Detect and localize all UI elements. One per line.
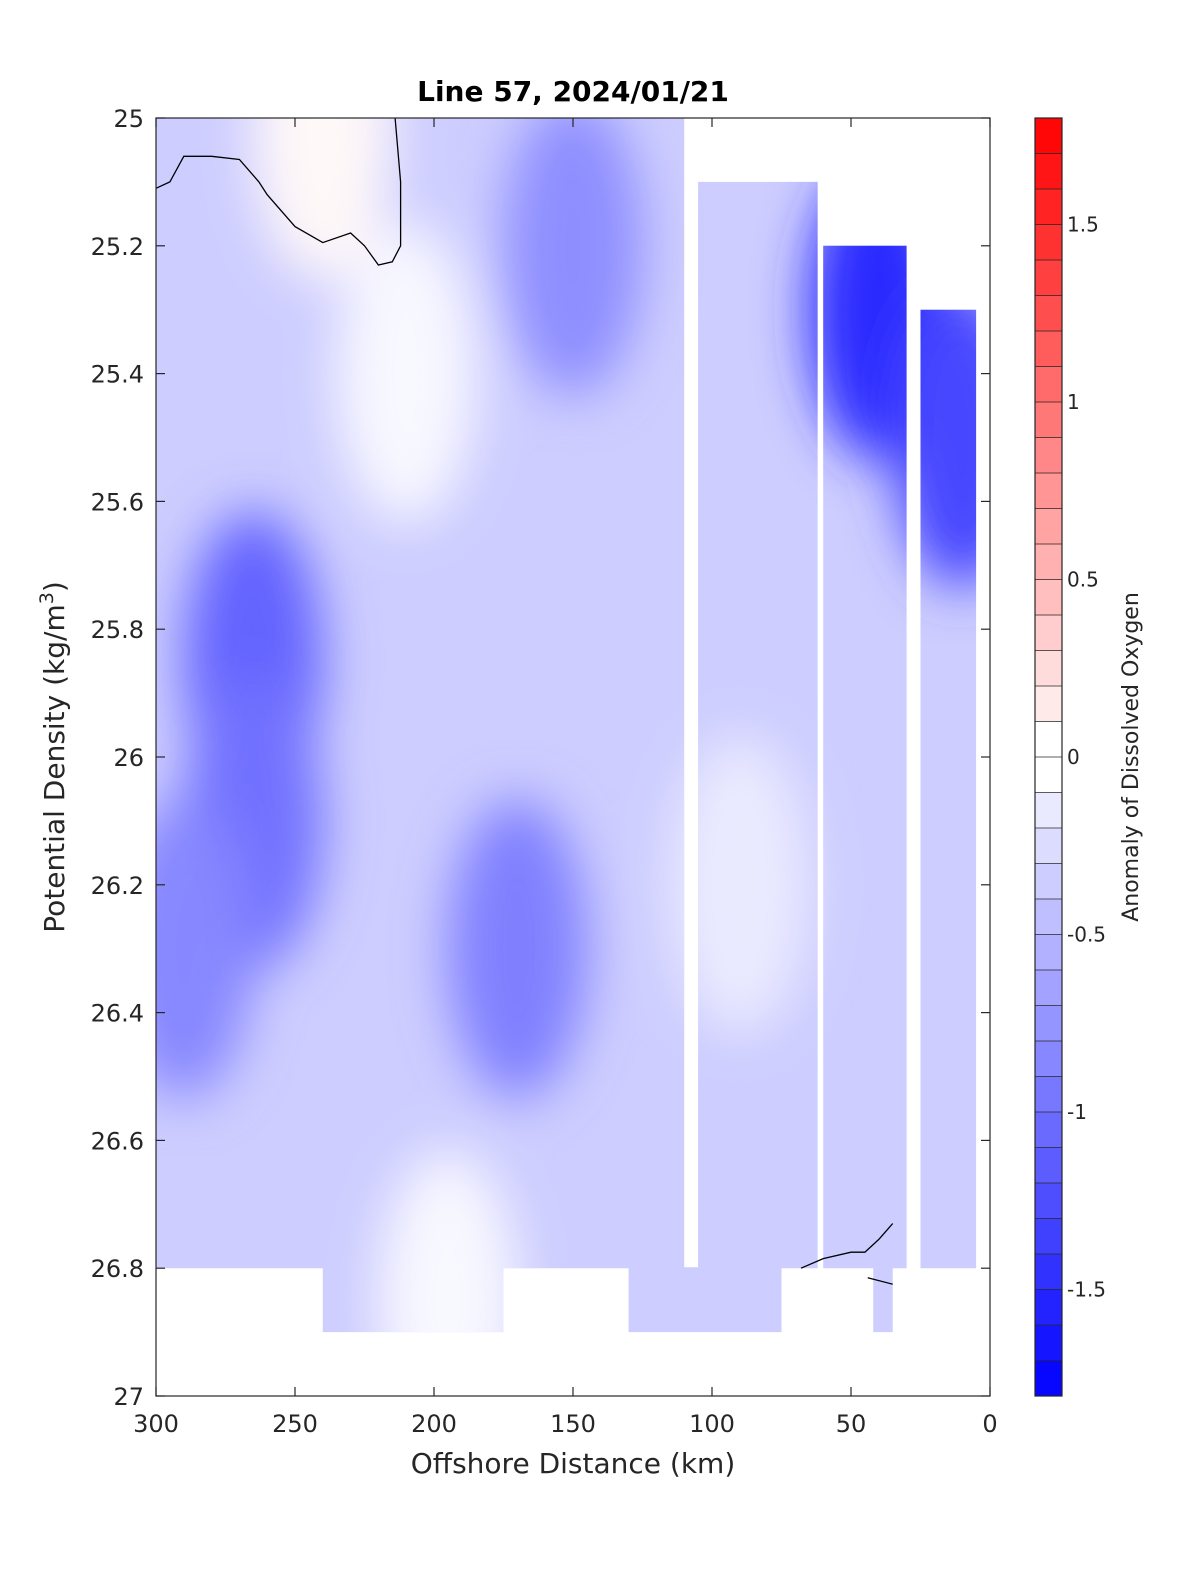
x-tick-label: 300	[133, 1410, 179, 1438]
field-feature-9	[336, 223, 477, 524]
colorbar-segment	[1035, 189, 1062, 225]
y-tick-label: 25.6	[91, 488, 144, 516]
colorbar-segment	[1035, 899, 1062, 935]
y-axis-label-main: Potential Density (kg/m	[38, 604, 71, 933]
y-tick-label: 26.2	[91, 872, 144, 900]
y-axis-label-close: )	[38, 581, 71, 592]
colorbar-tick-label: -1	[1067, 1100, 1087, 1124]
colorbar-segment	[1035, 295, 1062, 332]
colorbar-segment	[1035, 970, 1062, 1006]
colorbar: 1.5 1 0.5 0 -0.5 -1 -1.5	[1034, 117, 1106, 1397]
colorbar-segment	[1035, 1325, 1062, 1361]
colorbar-segment	[1035, 118, 1062, 154]
colorbar-tick-label: 0.5	[1067, 568, 1099, 592]
field-feature-3	[447, 798, 588, 1099]
y-axis-label-exponent: 3	[36, 592, 58, 604]
colorbar-segment	[1035, 260, 1062, 296]
colorbar-segment	[1035, 721, 1062, 758]
x-tick-label: 0	[982, 1410, 997, 1438]
colorbar-segment	[1035, 1218, 1062, 1255]
colorbar-tick-label: -1.5	[1067, 1278, 1106, 1302]
y-tick-label: 25.8	[91, 616, 144, 644]
colorbar-segment	[1035, 615, 1062, 651]
colorbar-segment	[1035, 1360, 1062, 1397]
colorbar-segment	[1035, 1254, 1062, 1290]
field-feature-10	[377, 1150, 518, 1333]
colorbar-segment	[1035, 1183, 1062, 1219]
zero-contour-lines	[156, 118, 894, 1285]
colorbar-segment	[1035, 473, 1062, 509]
colorbar-segment	[1035, 1147, 1062, 1184]
x-axis-label: Offshore Distance (km)	[411, 1447, 736, 1480]
colorbar-segment	[1035, 1112, 1062, 1148]
zero-contour-lower-right-2	[867, 1277, 893, 1285]
field-feature-7	[669, 734, 810, 1035]
x-tick-label: 200	[411, 1410, 457, 1438]
field-data-region	[156, 118, 977, 1333]
colorbar-segment	[1035, 863, 1062, 900]
y-axis: 25 25.2 25.4 25.6 25.8 26 26.2 26.4 26.6 26.8 27	[91, 105, 990, 1411]
oxygen-anomaly-field	[156, 118, 977, 1333]
colorbar-tick-label: 1	[1067, 390, 1080, 414]
colorbar-segment	[1035, 508, 1062, 545]
colorbar-tick-label: 0	[1067, 745, 1080, 769]
colorbar-tick-label: 1.5	[1067, 213, 1099, 237]
colorbar-segment	[1035, 792, 1062, 829]
colorbar-segment	[1035, 224, 1062, 261]
colorbar-segment	[1035, 1076, 1062, 1113]
field-feature-8	[252, 118, 393, 281]
y-tick-label: 26.8	[91, 1255, 144, 1283]
field-features	[156, 118, 977, 1333]
colorbar-segment	[1035, 331, 1062, 367]
colorbar-segment	[1035, 934, 1062, 971]
field-feature-4	[503, 118, 643, 396]
y-tick-label: 26	[113, 744, 144, 772]
colorbar-segment	[1035, 1289, 1062, 1326]
x-tick-label: 50	[836, 1410, 867, 1438]
zero-contour-lower-right-1	[800, 1223, 894, 1269]
y-axis-label: Potential Density (kg/m3)	[36, 581, 71, 933]
chart-title: Line 57, 2024/01/21	[417, 75, 729, 108]
colorbar-segment	[1035, 686, 1062, 722]
colorbar-segment	[1035, 544, 1062, 580]
colorbar-segment	[1035, 757, 1062, 793]
y-tick-label: 27	[113, 1383, 144, 1411]
y-tick-label: 25.4	[91, 361, 144, 389]
colorbar-segment	[1035, 1041, 1062, 1077]
x-tick-label: 100	[689, 1410, 735, 1438]
colorbar-segment	[1035, 402, 1062, 438]
colorbar-label: Anomaly of Dissolved Oxygen	[1119, 592, 1144, 922]
x-tick-label: 250	[272, 1410, 318, 1438]
colorbar-segment	[1035, 153, 1062, 190]
colorbar-segment	[1035, 650, 1062, 687]
y-tick-label: 26.6	[91, 1127, 144, 1155]
colorbar-tick-label: -0.5	[1067, 923, 1106, 947]
colorbar-segment	[1035, 366, 1062, 403]
colorbar-segment	[1035, 1005, 1062, 1042]
colorbar-frame	[1034, 117, 1063, 1397]
x-axis: 300 250 200 150 100 50 0	[133, 118, 998, 1438]
x-tick-label: 150	[550, 1410, 596, 1438]
colorbar-segment	[1035, 828, 1062, 864]
colorbar-segment	[1035, 579, 1062, 616]
y-tick-label: 25.2	[91, 233, 144, 261]
colorbar-segment	[1035, 437, 1062, 474]
y-tick-label: 26.4	[91, 1000, 144, 1028]
y-tick-label: 25	[113, 105, 144, 133]
zero-contour-upper-left	[156, 118, 402, 266]
field-feature-6	[892, 287, 977, 588]
field-feature-2	[156, 798, 254, 1099]
